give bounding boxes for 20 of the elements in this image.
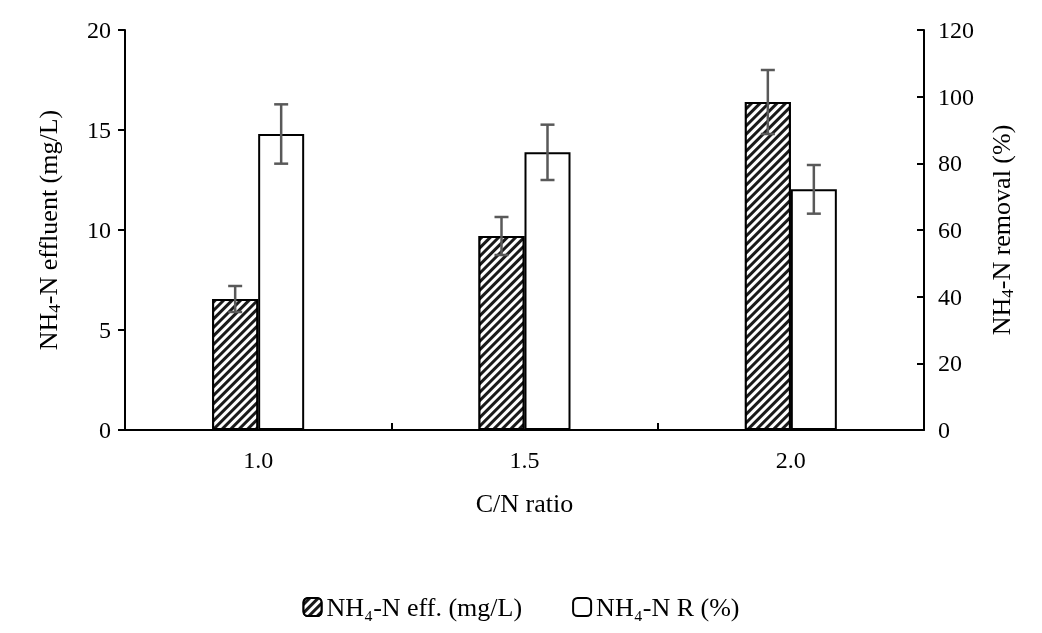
x-tick-label: 1.5 bbox=[509, 447, 540, 473]
y2-tick-label: 20 bbox=[938, 350, 962, 377]
y2-axis-title: NH4-N removal (%) bbox=[986, 124, 1017, 336]
y2-tick-label: 80 bbox=[938, 150, 962, 177]
y2-tick-label: 100 bbox=[938, 83, 974, 110]
legend-label: NH₄-N eff. (mg/L) bbox=[326, 592, 523, 622]
x-axis-title: C/N ratio bbox=[475, 488, 574, 518]
y2-tick-label: 60 bbox=[938, 217, 962, 243]
y-tick-label: 20 bbox=[87, 17, 111, 43]
y-tick-label: 0 bbox=[99, 417, 111, 443]
y2-tick-label: 40 bbox=[938, 283, 962, 310]
x-tick-label: 2.0 bbox=[775, 447, 806, 473]
y-tick-label: 15 bbox=[87, 117, 111, 143]
x-tick-label: 1.0 bbox=[243, 447, 274, 473]
y-tick-label: 10 bbox=[87, 217, 111, 243]
y-tick-label: 5 bbox=[99, 317, 111, 343]
y-axis-title: NH4-N effluent (mg/L) bbox=[33, 109, 64, 351]
legend-label: NH₄-N R (%) bbox=[596, 592, 740, 622]
y2-tick-label: 0 bbox=[938, 417, 950, 443]
y2-tick-label: 120 bbox=[938, 17, 974, 43]
